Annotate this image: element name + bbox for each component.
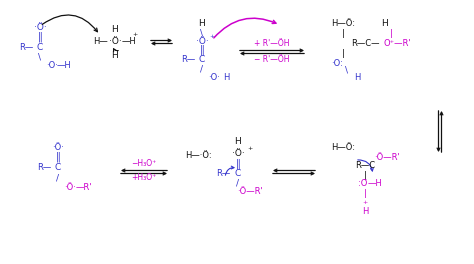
Text: ·O:: ·O: (331, 59, 343, 68)
Text: −H₃O⁺: −H₃O⁺ (131, 158, 156, 167)
Text: R—: R— (37, 163, 51, 172)
Text: H: H (111, 25, 118, 34)
Text: O⁺—R': O⁺—R' (383, 40, 411, 49)
Text: +H₃O⁺: +H₃O⁺ (131, 172, 156, 182)
Text: |: | (341, 50, 345, 59)
Text: |: | (390, 30, 392, 39)
Text: |: | (364, 190, 366, 199)
Text: \: \ (346, 65, 348, 74)
Text: /: / (201, 64, 203, 73)
Text: H—·Ö:: H—·Ö: (185, 150, 211, 159)
Text: ·Ö·: ·Ö· (232, 148, 245, 158)
Text: H: H (362, 206, 368, 215)
Text: :Ö: :Ö (358, 180, 368, 188)
Text: + R'—ÖH: + R'—ÖH (254, 39, 290, 48)
Text: ‖: ‖ (236, 159, 240, 169)
Text: R—: R— (181, 54, 195, 64)
Text: H: H (235, 138, 241, 147)
Text: H: H (382, 20, 388, 29)
Text: ·Ö·: ·Ö· (52, 143, 64, 152)
Text: C: C (55, 163, 61, 172)
Text: H—Ö:: H—Ö: (331, 143, 355, 152)
Text: H—Ö:: H—Ö: (331, 20, 355, 29)
Text: ‖: ‖ (37, 32, 43, 42)
Text: R—: R— (216, 168, 230, 177)
Text: /: / (237, 178, 239, 187)
Text: +: + (132, 31, 137, 36)
Text: +: + (210, 35, 215, 40)
Text: H: H (199, 20, 205, 29)
Text: C: C (37, 43, 43, 51)
Text: ·O·: ·O· (46, 62, 58, 70)
Text: \: \ (201, 29, 203, 37)
Text: —H: —H (122, 37, 137, 46)
Text: —H: —H (368, 180, 383, 188)
Text: |: | (364, 171, 366, 180)
Text: +: + (363, 200, 368, 205)
Text: ·Ö·: ·Ö· (109, 37, 121, 46)
Text: ·Ö—R': ·Ö—R' (237, 187, 263, 196)
Text: /: / (56, 173, 60, 182)
Text: ·Ö·: ·Ö· (64, 182, 76, 191)
Text: —H: —H (56, 62, 72, 70)
Text: ·Ö·: ·Ö· (196, 36, 209, 45)
Text: − R'—ÖH: − R'—ÖH (254, 55, 290, 64)
Text: \: \ (38, 53, 42, 62)
Text: |: | (341, 30, 345, 39)
Text: R—: R— (19, 43, 33, 51)
Text: C: C (199, 54, 205, 64)
Text: H—: H— (94, 37, 109, 46)
Text: H: H (354, 73, 360, 82)
Text: R—C—: R—C— (351, 40, 379, 49)
Text: R—C: R—C (355, 161, 375, 169)
Text: —R': —R' (76, 182, 92, 191)
Text: ‖: ‖ (200, 45, 204, 55)
Text: ·Ö—R': ·Ö—R' (374, 153, 400, 162)
Text: H: H (223, 73, 229, 82)
Text: C: C (235, 168, 241, 177)
Text: ‖: ‖ (55, 152, 61, 162)
Text: ·O·: ·O· (208, 73, 220, 82)
Text: ·Ö·: ·Ö· (34, 23, 46, 32)
Text: +: + (247, 147, 253, 152)
Text: H: H (111, 50, 118, 59)
